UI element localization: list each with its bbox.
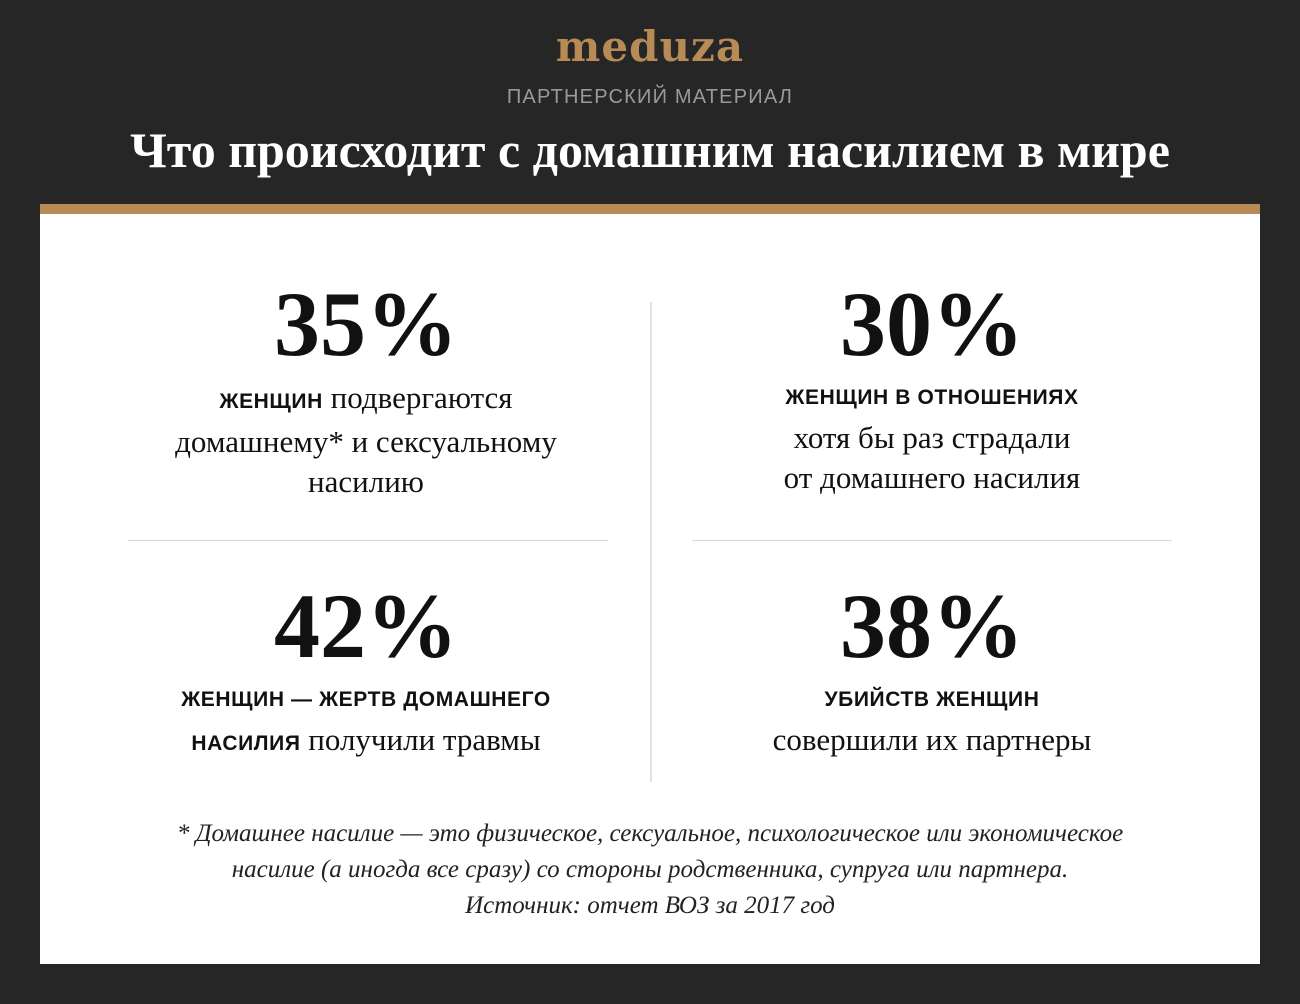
stat-value: 42%: [274, 575, 458, 677]
stat-text: хотя бы раз страдали: [793, 420, 1071, 455]
stat-text: от домашнего насилия: [783, 460, 1081, 495]
stat-text: подвергаются: [330, 380, 513, 415]
stat-text: получили травмы: [308, 722, 541, 757]
stat-caps: ЖЕНЩИН: [219, 390, 323, 413]
stat-42-percent: 42% ЖЕНЩИН — ЖЕРТВ ДОМАШНЕГО НАСИЛИЯ пол…: [86, 576, 646, 764]
stat-35-percent: 35% ЖЕНЩИН подвергаются домашнему* и сек…: [86, 274, 646, 502]
page-title: Что происходит с домашним насилием в мир…: [130, 122, 1170, 178]
footnote-line: * Домашнее насилие — это физическое, сек…: [176, 820, 1124, 847]
partner-material-label: ПАРТНЕРСКИЙ МАТЕРИАЛ: [506, 86, 794, 108]
stat-caps: ЖЕНЩИН — ЖЕРТВ ДОМАШНЕГО: [181, 688, 551, 711]
stat-description: УБИЙСТВ ЖЕНЩИН совершили их партнеры: [652, 680, 1212, 760]
stat-value: 38%: [840, 575, 1024, 677]
stat-description: ЖЕНЩИН — ЖЕРТВ ДОМАШНЕГО НАСИЛИЯ получил…: [86, 680, 646, 764]
stat-text: совершили их партнеры: [772, 722, 1092, 757]
stat-caps: НАСИЛИЯ: [191, 732, 301, 755]
stat-caps: УБИЙСТВ ЖЕНЩИН: [824, 688, 1040, 711]
footnote-line: насилие (а иногда все сразу) со стороны …: [231, 856, 1069, 883]
stat-38-percent: 38% УБИЙСТВ ЖЕНЩИН совершили их партнеры: [652, 576, 1212, 760]
stat-30-percent: 30% ЖЕНЩИН В ОТНОШЕНИЯХ хотя бы раз стра…: [652, 274, 1212, 498]
horizontal-divider-left: [128, 540, 608, 541]
stat-text: насилию: [308, 464, 424, 499]
stats-card: 35% ЖЕНЩИН подвергаются домашнему* и сек…: [40, 204, 1260, 964]
stat-value: 30%: [840, 273, 1024, 375]
horizontal-divider-right: [692, 540, 1172, 541]
vertical-divider: [650, 302, 652, 782]
stat-text: домашнему* и сексуальному: [175, 424, 557, 459]
stat-value: 35%: [274, 273, 458, 375]
stat-caps: ЖЕНЩИН В ОТНОШЕНИЯХ: [785, 386, 1079, 409]
stat-description: ЖЕНЩИН В ОТНОШЕНИЯХ хотя бы раз страдали…: [652, 378, 1212, 498]
meduza-logo[interactable]: meduza: [555, 22, 745, 71]
source-note: Источник: отчет ВОЗ за 2017 год: [465, 892, 835, 919]
footnote: * Домашнее насилие — это физическое, сек…: [40, 816, 1260, 924]
stat-description: ЖЕНЩИН подвергаются домашнему* и сексуал…: [86, 378, 646, 502]
